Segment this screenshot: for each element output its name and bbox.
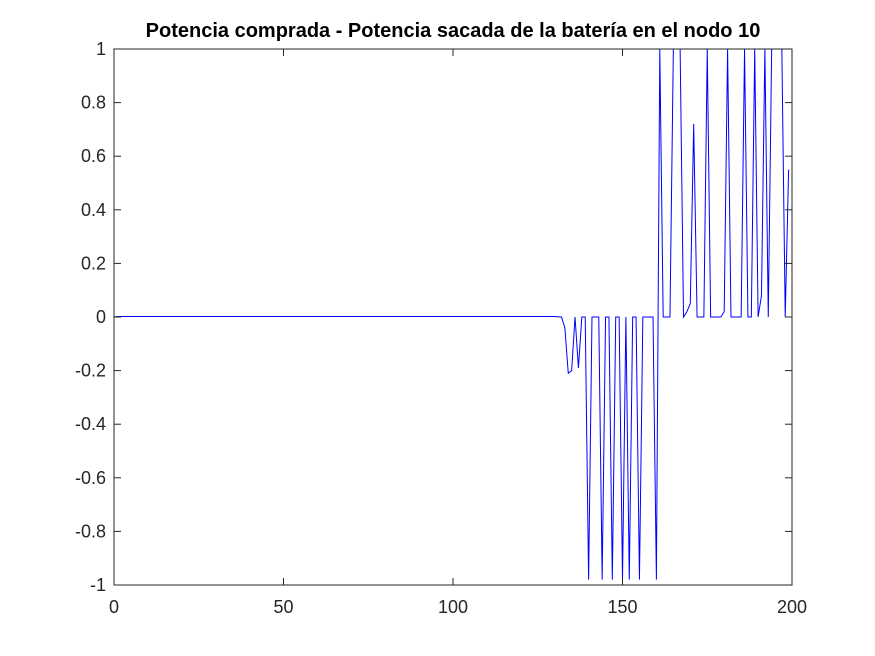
series-layer (113, 48, 790, 580)
x-tick-label: 150 (607, 597, 637, 617)
plot-background (114, 49, 792, 585)
series-line-0 (113, 48, 790, 580)
chart-title: Potencia comprada - Potencia sacada de l… (146, 20, 761, 42)
y-tick-label: 0.6 (81, 146, 106, 166)
y-tick-label: -0.8 (75, 521, 106, 541)
x-tick-label: 50 (273, 597, 293, 617)
y-axis: -1 -0.8 -0.6 -0.4 -0.2 0 0.2 0.4 0.6 0.8 1 (75, 39, 792, 595)
x-tick-label: 200 (777, 597, 807, 617)
x-axis: 0 50 100 150 200 (109, 49, 807, 617)
y-tick-label: -0.4 (75, 414, 106, 434)
x-tick-label: 100 (438, 597, 468, 617)
y-tick-label: 0.4 (81, 200, 106, 220)
y-tick-label: -0.6 (75, 468, 106, 488)
y-tick-label: -0.2 (75, 361, 106, 381)
x-tick-label: 0 (109, 597, 119, 617)
y-tick-label: 0 (96, 307, 106, 327)
y-tick-label: 0.8 (81, 93, 106, 113)
y-tick-label: -1 (90, 575, 106, 595)
y-tick-label: 0.2 (81, 253, 106, 273)
y-tick-label: 1 (96, 39, 106, 59)
